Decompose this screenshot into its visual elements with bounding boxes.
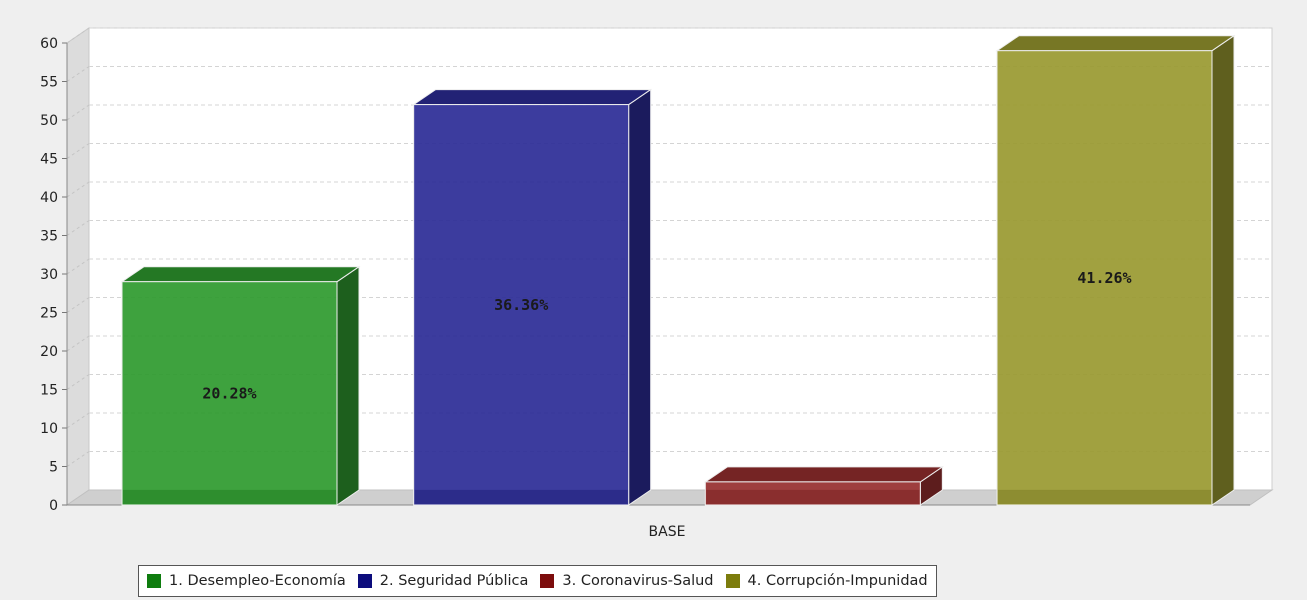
y-tick-label-10: 10	[40, 421, 58, 437]
legend-swatch-3	[540, 574, 555, 588]
legend-item-2: 2. Seguridad Pública	[357, 573, 529, 589]
data-label-4: 41.26%	[1077, 269, 1131, 287]
legend-item-3: 3. Coronavirus-Salud	[540, 573, 714, 589]
legend-label-2: 2. Seguridad Pública	[379, 573, 529, 589]
bar-top-3	[703, 466, 944, 483]
gridline-side-5	[66, 451, 90, 467]
y-tick-label-35: 35	[40, 229, 58, 245]
gridline-side-30	[66, 258, 90, 275]
bar-chart: 0 5 10 15 20 25 30 35 40 45 50 55 60 20.28% 36.36% 41.2…	[40, 27, 1274, 540]
bar-base-2	[414, 490, 628, 504]
legend-swatch-2	[357, 574, 372, 588]
gridline-side-45	[66, 143, 90, 159]
y-tick-label-30: 30	[40, 267, 58, 283]
bar-2	[413, 104, 630, 506]
gridline-side-15	[66, 374, 90, 390]
data-label-1: 20.28%	[202, 384, 256, 402]
y-tick-label-40: 40	[40, 190, 58, 206]
gridline-side-25	[66, 297, 90, 313]
bar-4	[996, 50, 1213, 506]
y-tick-label-25: 25	[40, 306, 58, 322]
bar-side-2	[628, 88, 652, 506]
legend-item-1: 1. Desempleo-Economía	[147, 573, 346, 589]
y-tick-label-60: 60	[40, 36, 58, 52]
y-tick-label-20: 20	[40, 344, 58, 360]
bar-1	[121, 281, 338, 506]
legend: 1. Desempleo-Economía 2. Seguridad Públi…	[138, 565, 937, 597]
x-category-label: BASE	[649, 524, 686, 540]
y-tick-label-55: 55	[40, 75, 58, 91]
y-tick-label-15: 15	[40, 383, 58, 399]
gridline-side-50	[66, 104, 90, 121]
legend-swatch-1	[147, 574, 161, 588]
bar-side-1	[336, 265, 360, 506]
bar-side-4	[1211, 34, 1235, 506]
y-tick-label-5: 5	[49, 460, 58, 476]
y-tick-label-50: 50	[40, 113, 58, 129]
gridline-side-20	[66, 335, 90, 352]
gridline-side-10	[66, 412, 90, 429]
legend-label-3: 3. Coronavirus-Salud	[562, 573, 714, 589]
y-tick-label-0: 0	[49, 498, 58, 514]
gridline-side-60	[66, 27, 90, 44]
legend-swatch-4	[725, 574, 740, 588]
bar-base-3	[706, 490, 920, 504]
bar-top-2	[412, 89, 653, 106]
bar-top-1	[120, 266, 361, 283]
legend-label-4: 4. Corrupción-Impunidad	[747, 573, 928, 589]
bar-top-4	[995, 35, 1236, 52]
bar-base-4	[998, 490, 1211, 504]
y-tick-label-45: 45	[40, 152, 58, 168]
legend-label-1: 1. Desempleo-Economía	[169, 573, 346, 589]
gridline-side-55	[66, 66, 90, 82]
legend-item-4: 4. Corrupción-Impunidad	[725, 573, 928, 589]
gridline-side-35	[66, 220, 90, 236]
gridline-side-40	[66, 181, 90, 198]
bar-base-1	[123, 490, 336, 504]
data-label-2: 36.36%	[494, 296, 548, 314]
